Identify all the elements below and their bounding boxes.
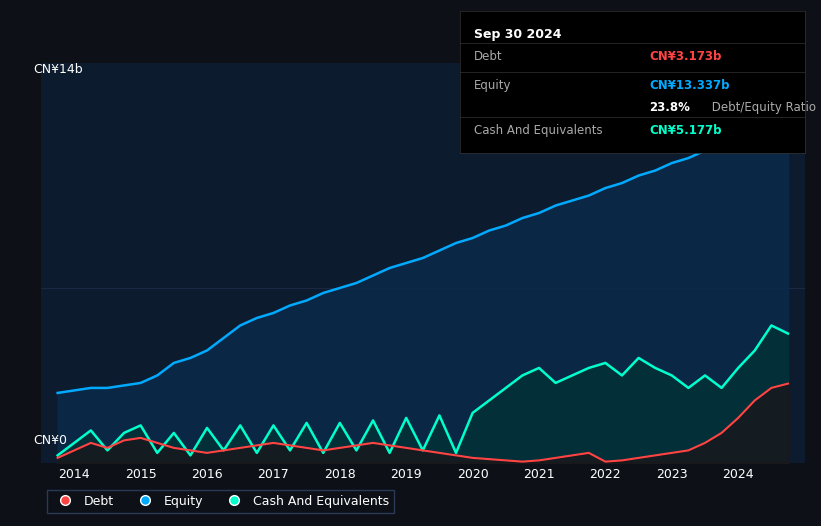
Text: CN¥3.173b: CN¥3.173b [649,50,722,63]
Text: CN¥5.177b: CN¥5.177b [649,124,722,137]
Text: Cash And Equivalents: Cash And Equivalents [474,124,602,137]
Text: Equity: Equity [474,79,511,92]
Text: CN¥14b: CN¥14b [34,63,83,76]
Text: CN¥13.337b: CN¥13.337b [649,79,730,92]
Text: Debt: Debt [474,50,502,63]
Text: Debt/Equity Ratio: Debt/Equity Ratio [708,102,816,115]
Legend: Debt, Equity, Cash And Equivalents: Debt, Equity, Cash And Equivalents [48,490,394,513]
Text: CN¥0: CN¥0 [34,434,67,447]
Text: Sep 30 2024: Sep 30 2024 [474,27,561,41]
Text: 23.8%: 23.8% [649,102,690,115]
